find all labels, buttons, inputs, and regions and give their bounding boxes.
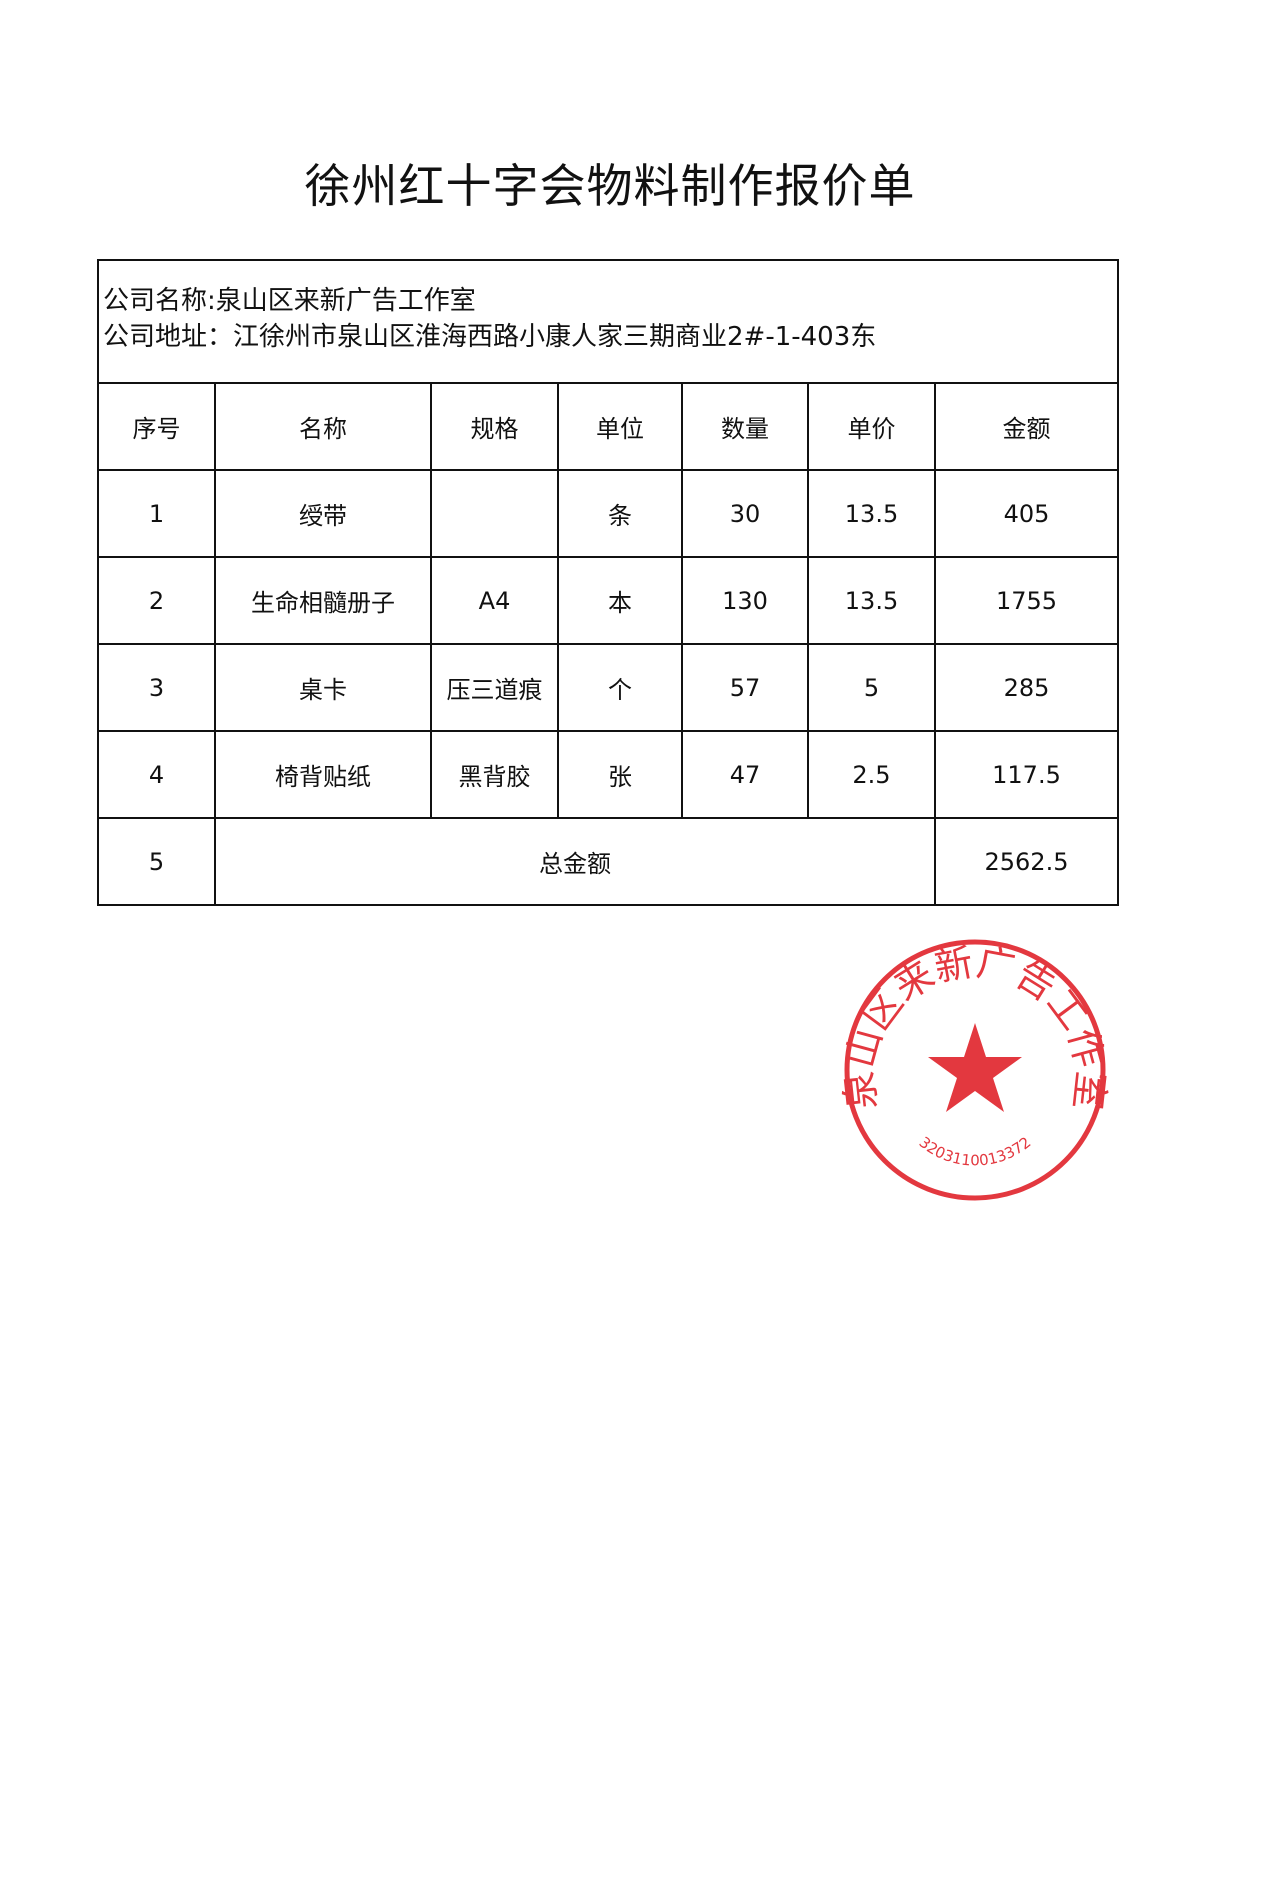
table-row: 4 椅背贴纸 黑背胶 张 47 2.5 117.5 <box>99 730 1117 819</box>
cell: 条 <box>557 469 683 558</box>
cell: 13.5 <box>807 556 936 645</box>
quote-sheet: 公司名称:泉山区来新广告工作室 公司地址：江徐州市泉山区淮海西路小康人家三期商业… <box>97 259 1119 906</box>
company-name: 公司名称:泉山区来新广告工作室 <box>103 286 476 316</box>
seal-text: 泉山区来新广告工作室 <box>840 940 1110 1112</box>
header-cell: 名称 <box>214 384 432 471</box>
table-row: 1 绶带 条 30 13.5 405 <box>99 469 1117 558</box>
cell: 130 <box>681 556 809 645</box>
cell: 桌卡 <box>214 643 432 732</box>
star-icon <box>928 1023 1022 1112</box>
cell: 30 <box>681 469 809 558</box>
seal-ring <box>844 939 1106 1201</box>
header-cell: 单位 <box>557 384 683 471</box>
cell: 个 <box>557 643 683 732</box>
total-amount: 2562.5 <box>934 817 1117 904</box>
cell: 黑背胶 <box>430 730 559 819</box>
header-cell: 序号 <box>99 384 216 471</box>
cell: A4 <box>430 556 559 645</box>
cell: 405 <box>934 469 1117 558</box>
header-cell: 数量 <box>681 384 809 471</box>
total-label: 总金额 <box>214 817 936 904</box>
cell: 张 <box>557 730 683 819</box>
quote-table: 序号 名称 规格 单位 数量 单价 金额 1 绶带 条 30 13.5 405 … <box>99 384 1117 904</box>
header-cell: 金额 <box>934 384 1117 471</box>
table-row: 3 桌卡 压三道痕 个 57 5 285 <box>99 643 1117 732</box>
cell: 生命相髓册子 <box>214 556 432 645</box>
total-index: 5 <box>99 817 216 904</box>
cell: 13.5 <box>807 469 936 558</box>
cell: 117.5 <box>934 730 1117 819</box>
seal-code: 3203110013372 <box>916 1133 1035 1169</box>
cell: 57 <box>681 643 809 732</box>
cell: 绶带 <box>214 469 432 558</box>
table-header-row: 序号 名称 规格 单位 数量 单价 金额 <box>99 384 1117 471</box>
company-address: 公司地址：江徐州市泉山区淮海西路小康人家三期商业2#-1-403东 <box>103 322 877 352</box>
cell: 2.5 <box>807 730 936 819</box>
cell <box>430 469 559 558</box>
cell: 3 <box>99 643 216 732</box>
document-title: 徐州红十字会物料制作报价单 <box>304 159 916 213</box>
cell: 压三道痕 <box>430 643 559 732</box>
cell: 本 <box>557 556 683 645</box>
company-info: 公司名称:泉山区来新广告工作室 公司地址：江徐州市泉山区淮海西路小康人家三期商业… <box>99 261 1117 384</box>
total-row: 5 总金额 2562.5 <box>99 817 1117 904</box>
cell: 2 <box>99 556 216 645</box>
cell: 47 <box>681 730 809 819</box>
cell: 1 <box>99 469 216 558</box>
cell: 1755 <box>934 556 1117 645</box>
table-row: 2 生命相髓册子 A4 本 130 13.5 1755 <box>99 556 1117 645</box>
cell: 4 <box>99 730 216 819</box>
company-seal-stamp: 泉山区来新广告工作室 3203110013372 <box>840 939 1110 1201</box>
cell: 285 <box>934 643 1117 732</box>
header-cell: 规格 <box>430 384 559 471</box>
header-cell: 单价 <box>807 384 936 471</box>
cell: 5 <box>807 643 936 732</box>
cell: 椅背贴纸 <box>214 730 432 819</box>
